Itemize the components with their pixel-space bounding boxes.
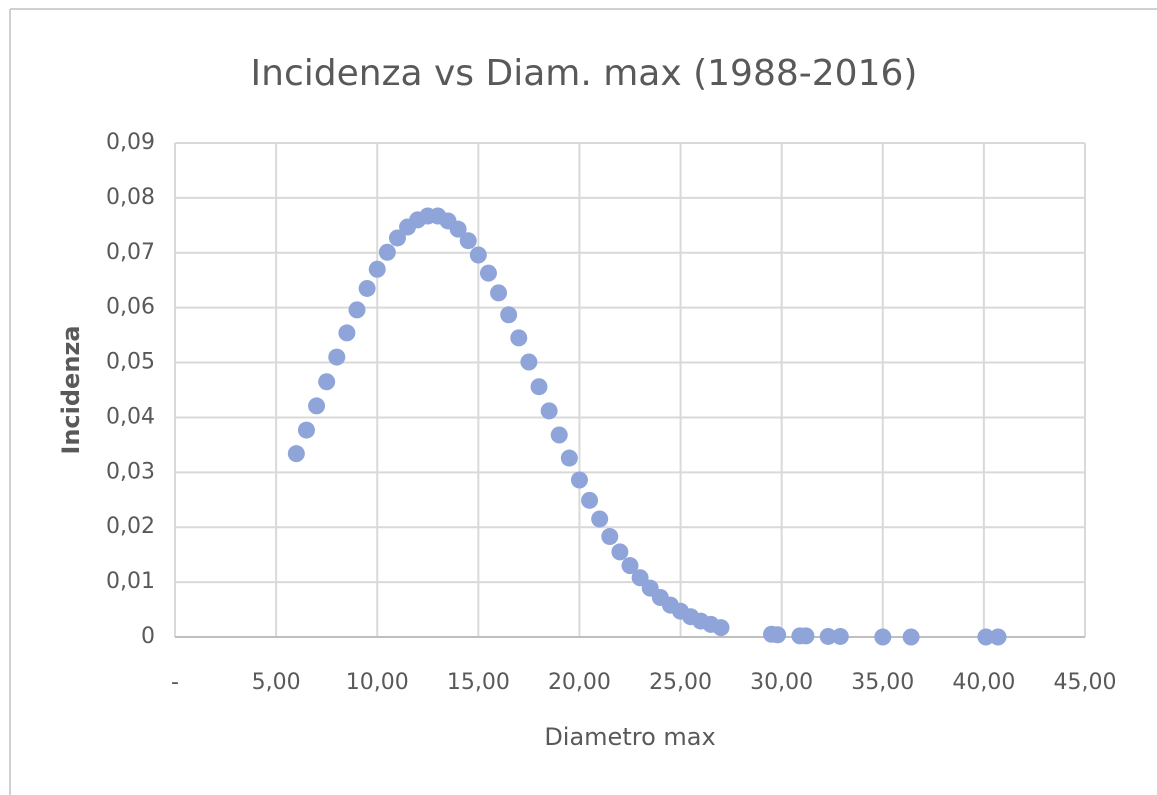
point <box>328 348 346 366</box>
x-tick-label: 10,00 <box>346 670 409 695</box>
point <box>540 402 558 420</box>
point <box>510 329 528 347</box>
y-tick-label: 0,01 <box>106 569 155 594</box>
point <box>348 301 366 319</box>
point <box>977 628 995 646</box>
y-tick-label: 0,05 <box>106 350 155 375</box>
point <box>358 279 376 297</box>
x-tick-label: 25,00 <box>649 670 712 695</box>
point <box>797 627 815 645</box>
point <box>712 619 730 637</box>
point <box>621 557 639 575</box>
point <box>338 324 356 342</box>
y-tick-label: 0,03 <box>106 459 155 484</box>
x-tick-label: 40,00 <box>952 670 1015 695</box>
y-tick-label: 0 <box>141 624 155 649</box>
x-axis-label: Diametro max <box>544 723 715 751</box>
point <box>297 421 315 439</box>
x-tick-label: - <box>171 670 179 695</box>
point <box>601 528 619 546</box>
y-tick-label: 0,02 <box>106 514 155 539</box>
point <box>490 284 508 302</box>
y-tick-label: 0,07 <box>106 240 155 265</box>
point <box>550 426 568 444</box>
point <box>989 628 1007 646</box>
y-tick-label: 0,06 <box>106 295 155 320</box>
y-tick-label: 0,08 <box>106 185 155 210</box>
point <box>581 491 599 509</box>
point <box>308 397 326 415</box>
x-tick-label: 5,00 <box>252 670 301 695</box>
point <box>378 243 396 261</box>
point <box>520 353 538 371</box>
point <box>631 569 649 587</box>
point <box>819 627 837 645</box>
y-tick-label: 0,04 <box>106 404 155 429</box>
point <box>479 264 497 282</box>
x-tick-label: 45,00 <box>1054 670 1117 695</box>
chart-title: Incidenza vs Diam. max (1988-2016) <box>251 53 918 94</box>
point <box>287 445 305 463</box>
x-tick-label: 20,00 <box>548 670 611 695</box>
point <box>459 232 477 250</box>
point <box>388 229 406 247</box>
x-tick-label: 35,00 <box>851 670 914 695</box>
point <box>831 627 849 645</box>
point <box>530 378 548 396</box>
y-axis-label: Incidenza <box>57 325 85 454</box>
point <box>560 449 578 467</box>
point <box>769 626 787 644</box>
point <box>469 246 487 264</box>
point <box>449 220 467 238</box>
point <box>611 543 629 561</box>
point <box>902 628 920 646</box>
point <box>500 306 518 324</box>
point <box>368 260 386 278</box>
point <box>591 510 609 528</box>
x-tick-label: 30,00 <box>750 670 813 695</box>
y-tick-label: 0,09 <box>106 130 155 155</box>
point <box>318 373 336 391</box>
x-tick-label: 15,00 <box>447 670 510 695</box>
point <box>570 471 588 489</box>
point <box>874 628 892 646</box>
